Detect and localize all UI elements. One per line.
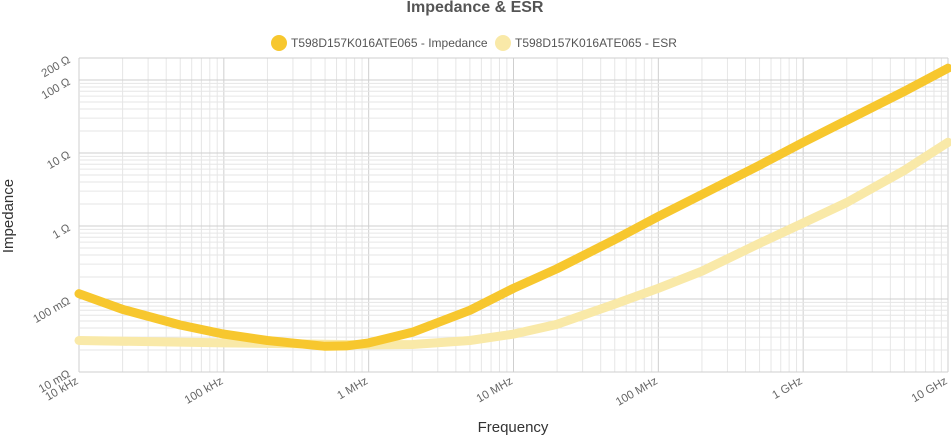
x-tick-label: 100 MHz <box>614 375 660 409</box>
legend: T598D157K016ATE065 - Impedance T598D157K… <box>271 35 677 51</box>
grid <box>78 57 949 373</box>
legend-marker-esr <box>495 35 511 51</box>
x-axis-title: Frequency <box>478 419 549 436</box>
legend-item-impedance[interactable]: T598D157K016ATE065 - Impedance <box>271 35 488 51</box>
x-tick-label: 1 MHz <box>335 375 370 402</box>
series-impedance-line[interactable] <box>74 63 951 351</box>
x-tick-label: 100 kHz <box>183 375 226 407</box>
chart-title: Impedance & ESR <box>407 0 544 16</box>
y-axis-title: Impedance <box>0 179 17 253</box>
x-tick-label: 10 GHz <box>910 375 950 405</box>
y-tick-label: 1 Ω <box>51 222 73 242</box>
series-layer <box>74 63 951 351</box>
legend-label-impedance: T598D157K016ATE065 - Impedance <box>291 36 488 50</box>
legend-label-esr: T598D157K016ATE065 - ESR <box>515 36 677 50</box>
x-tick-label: 10 MHz <box>475 375 516 405</box>
x-tick-label: 1 GHz <box>770 375 804 402</box>
plot-area <box>74 57 951 373</box>
legend-marker-impedance <box>271 35 287 51</box>
x-axis: 10 kHz 100 kHz 1 MHz 10 MHz 100 MHz 1 GHz 10 G… <box>43 375 949 409</box>
y-tick-label: 100 mΩ <box>31 295 72 326</box>
legend-item-esr[interactable]: T598D157K016ATE065 - ESR <box>495 35 677 51</box>
y-tick-label: 200 Ω <box>40 54 73 80</box>
y-tick-label: 10 Ω <box>45 149 73 172</box>
